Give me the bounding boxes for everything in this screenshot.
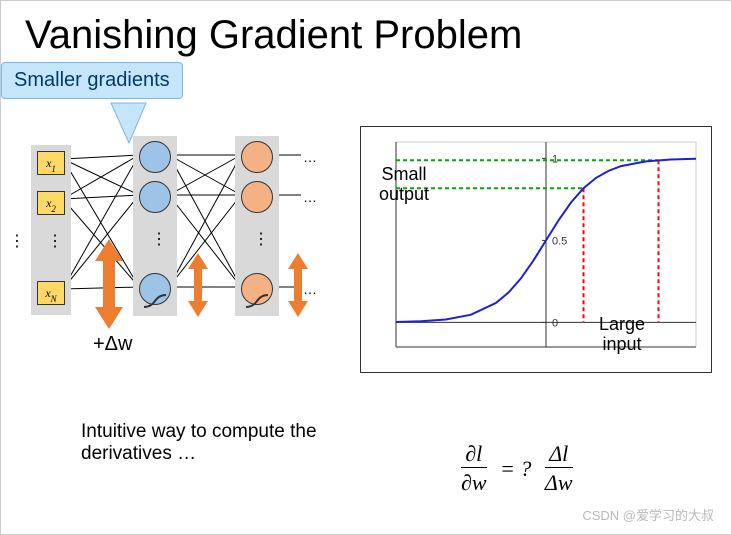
ellipsis-left: ⋮ — [9, 231, 25, 251]
page-title: Vanishing Gradient Problem — [1, 1, 731, 62]
ellipsis-out1: … — [303, 149, 317, 165]
hidden2-node-1 — [241, 141, 273, 173]
sigmoid-icon-1 — [143, 293, 169, 313]
watermark: CSDN @爱学习的大叔 — [582, 505, 714, 524]
delta-w-label: +Δw — [93, 333, 132, 356]
hidden1-node-1 — [139, 141, 171, 173]
hidden1-node-2 — [139, 181, 171, 213]
sigmoid-chart: 00.51 Smalloutput Largeinput — [360, 126, 712, 373]
intuitive-text: Intuitive way to compute the derivatives… — [81, 421, 317, 465]
sigmoid-icon-2 — [245, 293, 271, 313]
ellipsis-hidden2: ⋮ — [253, 229, 269, 249]
svg-text:0.5: 0.5 — [552, 235, 567, 247]
ellipsis-out2: … — [303, 189, 317, 205]
svg-text:0: 0 — [552, 317, 558, 329]
small-output-label: Smalloutput — [379, 165, 429, 205]
formula: ∂l ∂w = ? Δl Δw — [461, 441, 573, 496]
input-x2: x2 — [37, 191, 65, 215]
large-input-label: Largeinput — [599, 315, 645, 355]
ellipsis-input: ⋮ — [47, 231, 63, 251]
callout-smaller-gradients: Smaller gradients — [1, 62, 183, 99]
input-x1: x1 — [37, 151, 65, 175]
updown-arrow-3 — [287, 253, 309, 317]
hidden2-node-2 — [241, 181, 273, 213]
updown-arrow-2 — [187, 253, 209, 317]
updown-arrow-1 — [93, 239, 125, 329]
input-xn: xN — [37, 281, 65, 305]
ellipsis-hidden1: ⋮ — [151, 229, 167, 249]
